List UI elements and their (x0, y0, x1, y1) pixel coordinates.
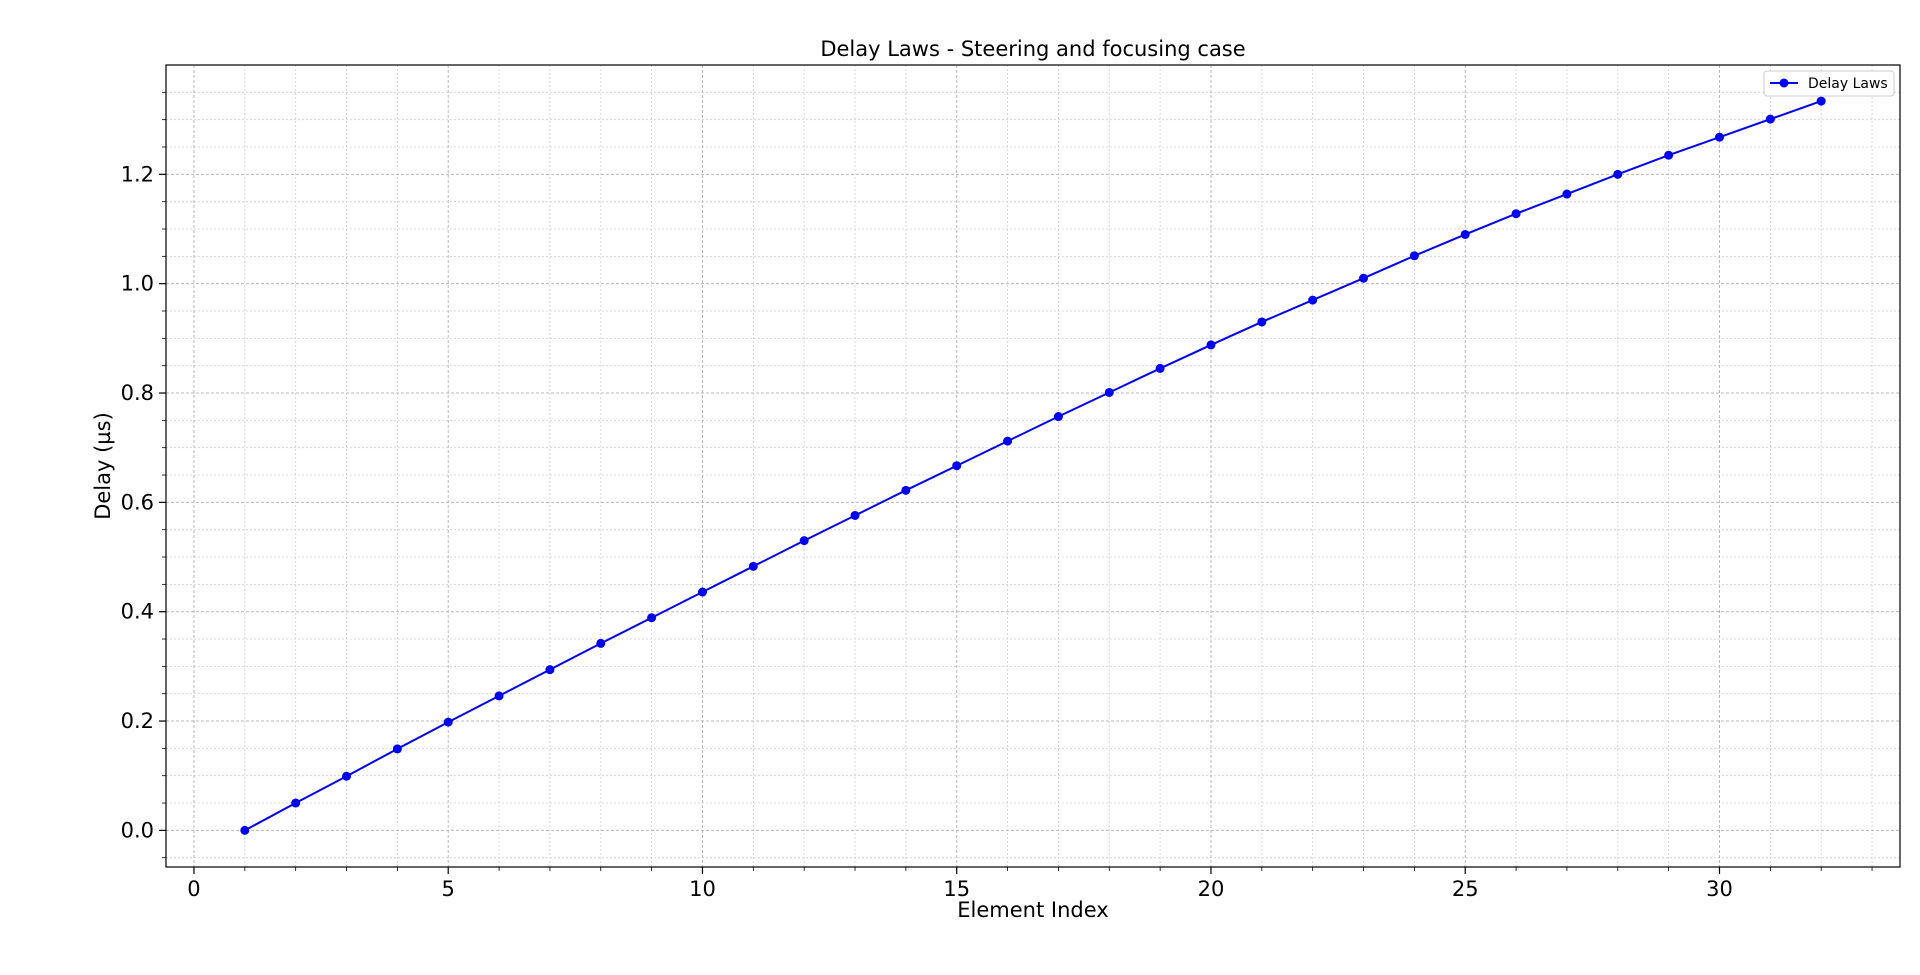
y-tick-label: 1.0 (121, 272, 154, 296)
grid (166, 65, 1900, 867)
data-point (1765, 114, 1775, 124)
data-point (1409, 251, 1419, 261)
x-tick-label: 20 (1198, 877, 1225, 901)
data-point (443, 717, 453, 727)
data-point (850, 510, 860, 520)
x-tick-label: 5 (442, 877, 455, 901)
x-axis-label: Element Index (957, 898, 1108, 922)
data-point (392, 744, 402, 754)
axes: 0 5 10 15 20 25 30 0.0 0.2 0.4 0.6 0.8 1.0 1.2 (121, 91, 1873, 901)
data-point (1359, 273, 1369, 283)
x-tick-label: 15 (943, 877, 970, 901)
y-axis-label: Delay (µs) (91, 412, 115, 520)
data-point (1053, 412, 1063, 422)
data-point (494, 691, 504, 701)
y-tick-label: 1.2 (121, 162, 154, 186)
data-point (1816, 96, 1826, 106)
data-point (1308, 295, 1318, 305)
y-tick-label: 0.8 (121, 381, 154, 405)
data-point (697, 587, 707, 597)
data-point (1155, 363, 1165, 373)
data-point (799, 536, 809, 546)
data-point (1206, 340, 1216, 350)
data-point (1257, 317, 1267, 327)
plot-frame (165, 64, 1901, 868)
data-point (1613, 169, 1623, 179)
data-point (952, 461, 962, 471)
data-point (291, 798, 301, 808)
data-point (596, 638, 606, 648)
chart-title: Delay Laws - Steering and focusing case (820, 37, 1245, 61)
data-point (1714, 132, 1724, 142)
legend-marker-swatch (1779, 78, 1789, 88)
plot-background (166, 65, 1900, 867)
data-point (342, 771, 352, 781)
data-point (1511, 209, 1521, 219)
y-tick-label: 0.6 (121, 490, 154, 514)
x-tick-label: 10 (689, 877, 716, 901)
y-tick-label: 0.2 (121, 709, 154, 733)
data-point (1460, 229, 1470, 239)
series-layer (240, 96, 1826, 835)
data-point (1104, 387, 1114, 397)
x-tick-label: 25 (1452, 877, 1479, 901)
y-tick-label: 0.4 (121, 600, 154, 624)
data-point (1664, 150, 1674, 160)
data-point (748, 561, 758, 571)
data-point (545, 665, 555, 675)
legend-label: Delay Laws (1808, 76, 1888, 92)
data-point (1562, 189, 1572, 199)
x-tick-label: 0 (187, 877, 200, 901)
series-line (244, 100, 1822, 832)
y-tick-label: 0.0 (121, 818, 154, 842)
legend: Delay Laws (1763, 70, 1895, 97)
data-point (1003, 436, 1013, 446)
legend-box (1763, 70, 1895, 97)
data-point (240, 825, 250, 835)
data-point (901, 485, 911, 495)
x-tick-label: 30 (1706, 877, 1733, 901)
data-point (647, 613, 657, 623)
